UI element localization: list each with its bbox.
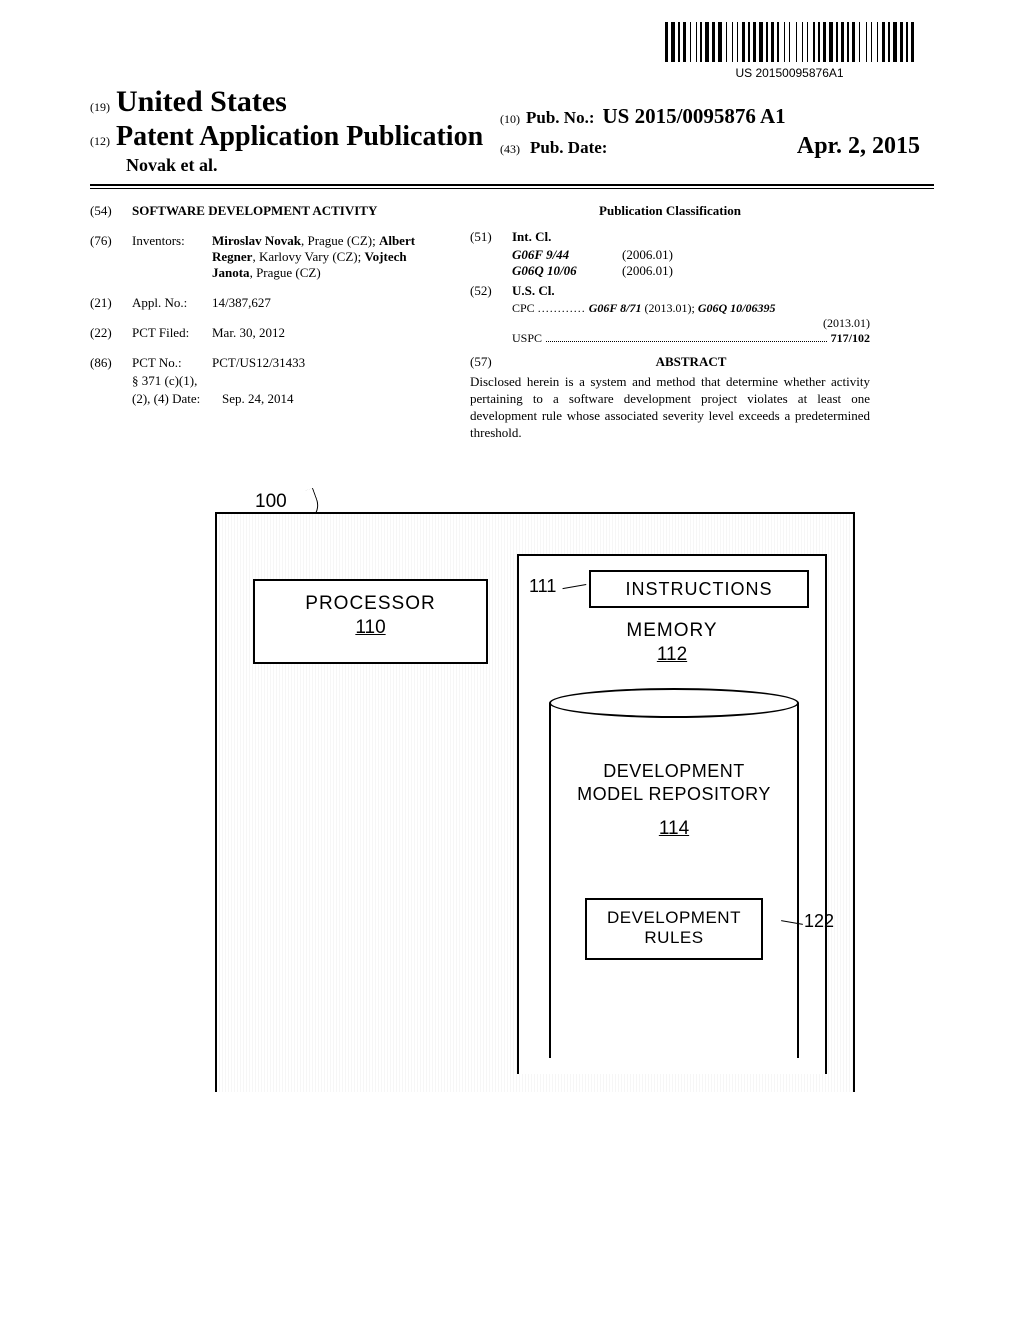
code-12: (12) (90, 134, 110, 149)
pct-no-label: PCT No.: (132, 355, 212, 371)
cpc-line: CPC ............ G06F 8/71 (2013.01); G0… (512, 301, 870, 316)
left-column: (54) SOFTWARE DEVELOPMENT ACTIVITY (76) … (90, 203, 450, 442)
int-cl-label: Int. Cl. (512, 229, 551, 245)
abstract-text: Disclosed herein is a system and method … (470, 374, 870, 442)
divider-thin (90, 188, 934, 189)
pub-date-value: Apr. 2, 2015 (797, 133, 920, 160)
appl-no-value: 14/387,627 (212, 295, 450, 311)
divider-thick (90, 184, 934, 186)
cpc-year-line: (2013.01) (512, 316, 870, 331)
pub-no-label: Pub. No.: (526, 108, 594, 128)
code-43: (43) (500, 142, 520, 156)
memory-label: MEMORY (519, 620, 825, 642)
bibliographic-columns: (54) SOFTWARE DEVELOPMENT ACTIVITY (76) … (90, 203, 934, 442)
code-57: (57) (470, 354, 512, 374)
abstract-heading: ABSTRACT (512, 354, 870, 370)
repo-num: 114 (549, 818, 799, 840)
pct-filed-label: PCT Filed: (132, 325, 212, 341)
code-10: (10) (500, 112, 520, 127)
inventors-list: Miroslav Novak, Prague (CZ); Albert Regn… (212, 233, 450, 281)
pct-filed-value: Mar. 30, 2012 (212, 325, 450, 341)
instructions-box: INSTRUCTIONS (589, 570, 809, 608)
country-name: United States (116, 85, 287, 119)
pub-no-value: US 2015/0095876 A1 (602, 104, 785, 129)
int-cl-row-1: G06Q 10/06 (2006.01) (512, 263, 870, 279)
inventors-label: Inventors: (132, 233, 212, 281)
code-54: (54) (90, 203, 132, 219)
ref-111: 111 (529, 576, 556, 597)
publication-title: Patent Application Publication (116, 121, 483, 153)
code-86: (86) (90, 355, 132, 371)
code-21: (21) (90, 295, 132, 311)
ref-122: 122 (804, 911, 834, 932)
appl-no-label: Appl. No.: (132, 295, 212, 311)
uspc-line: USPC 717/102 (512, 331, 870, 346)
figure-1: 100 PROCESSOR 110 111 INSTRUCTIONS MEMOR… (90, 482, 934, 1102)
section-371: § 371 (c)(1), (132, 373, 450, 389)
repo-label: DEVELOPMENT MODEL REPOSITORY (549, 760, 799, 807)
header-right: (10) Pub. No.: US 2015/0095876 A1 (43) P… (500, 104, 920, 160)
barcode-number: US 20150095876A1 (665, 66, 914, 80)
memory-num: 112 (519, 644, 825, 666)
code-19: (19) (90, 100, 110, 115)
code-51: (51) (470, 229, 512, 245)
pct-no-value: PCT/US12/31433 (212, 355, 450, 371)
code-76: (76) (90, 233, 132, 281)
us-cl-label: U.S. Cl. (512, 283, 555, 299)
pub-date-label: Pub. Date: (530, 138, 607, 157)
processor-box: PROCESSOR 110 (253, 579, 488, 664)
invention-title: SOFTWARE DEVELOPMENT ACTIVITY (132, 203, 450, 219)
repository-cylinder: DEVELOPMENT MODEL REPOSITORY 114 DEVELOP… (549, 688, 799, 1058)
barcode-bars (665, 22, 914, 62)
int-cl-row-0: G06F 9/44 (2006.01) (512, 247, 870, 263)
classification-heading: Publication Classification (470, 203, 870, 219)
date-24-value: Sep. 24, 2014 (222, 391, 450, 407)
memory-box: 111 INSTRUCTIONS MEMORY 112 DEVELOPMENT … (517, 554, 827, 1074)
system-box-100: PROCESSOR 110 111 INSTRUCTIONS MEMORY 11… (215, 512, 855, 1092)
code-52: (52) (470, 283, 512, 299)
date-24-label: (2), (4) Date: (132, 391, 222, 407)
barcode-region: US 20150095876A1 (665, 22, 914, 80)
rules-box: DEVELOPMENT RULES (585, 898, 763, 960)
leader-111 (562, 584, 587, 596)
right-column: Publication Classification (51) Int. Cl.… (470, 203, 870, 442)
code-22: (22) (90, 325, 132, 341)
